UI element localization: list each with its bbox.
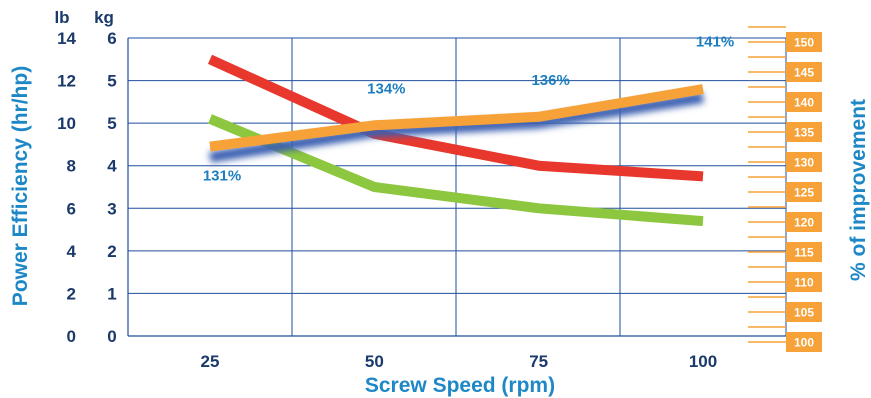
y2-tick-label: 140	[794, 96, 814, 110]
y2-tick-box	[786, 272, 822, 292]
y-tick-label-lb: 8	[67, 157, 76, 176]
y-unit-kg: kg	[94, 8, 114, 27]
annotation-label: 134%	[367, 80, 405, 97]
y-axis-title: Power Efficiency (hr/hp)	[9, 66, 32, 306]
y2-tick-label: 120	[794, 216, 814, 230]
y2-tick-box	[786, 302, 822, 322]
y-tick-label-kg: 5	[107, 72, 116, 91]
y2-tick-box	[786, 62, 822, 82]
y-tick-label-lb: 6	[67, 199, 76, 218]
y2-tick-box	[786, 32, 822, 52]
y2-tick-label: 115	[794, 246, 814, 260]
x-tick-label: 75	[529, 352, 548, 371]
grid	[128, 37, 786, 337]
y2-tick-label: 130	[794, 156, 814, 170]
series-line	[207, 54, 704, 182]
y-tick-label-lb: 2	[67, 284, 76, 303]
y2-tick-label: 100	[794, 336, 814, 350]
x-tick-label: 100	[689, 352, 717, 371]
y-tick-label-kg: 5	[107, 114, 116, 133]
series-lines	[207, 54, 704, 227]
x-axis-title: Screw Speed (rpm)	[365, 374, 555, 397]
y-tick-label-lb: 12	[57, 72, 76, 91]
y2-tick-label: 145	[794, 66, 814, 80]
y-tick-label-kg: 4	[107, 157, 117, 176]
y2-tick-box	[786, 92, 822, 112]
y-tick-label-kg: 3	[107, 199, 116, 218]
right-axis: 100 105 110 115 120 125 130 135 140 145 150	[748, 26, 822, 352]
annotation-label: 141%	[696, 34, 734, 51]
y-tick-label-lb: 14	[57, 29, 76, 48]
y-tick-label-kg: 0	[107, 327, 116, 346]
y2-tick-box	[786, 212, 822, 232]
annotation-label: 131%	[203, 168, 241, 185]
y-tick-label-lb: 4	[67, 242, 77, 261]
series-line	[209, 84, 704, 152]
y2-tick-box	[786, 332, 822, 352]
x-tick-label: 50	[365, 352, 384, 371]
y2-axis-title: % of improvement	[847, 99, 870, 281]
annotation-label: 136%	[531, 72, 569, 89]
y2-tick-box	[786, 182, 822, 202]
y2-tick-label: 125	[794, 186, 814, 200]
y-tick-label-kg: 6	[107, 29, 116, 48]
y2-tick-label: 110	[794, 276, 814, 290]
series-line	[208, 114, 704, 227]
y2-tick-label: 135	[794, 126, 814, 140]
y-tick-label-kg: 1	[107, 284, 116, 303]
y2-tick-box	[786, 242, 822, 262]
y-tick-label-lb: 10	[57, 114, 76, 133]
series-line	[209, 92, 704, 163]
y-unit-lb: lb	[54, 8, 69, 27]
y2-tick-box	[786, 152, 822, 172]
y2-tick-label: 105	[794, 306, 814, 320]
y-tick-label-kg: 2	[107, 242, 116, 261]
axes	[127, 38, 787, 337]
x-tick-label: 25	[201, 352, 220, 371]
y-tick-label-lb: 0	[67, 327, 76, 346]
y2-tick-box	[786, 122, 822, 142]
y2-tick-label: 150	[794, 36, 814, 50]
